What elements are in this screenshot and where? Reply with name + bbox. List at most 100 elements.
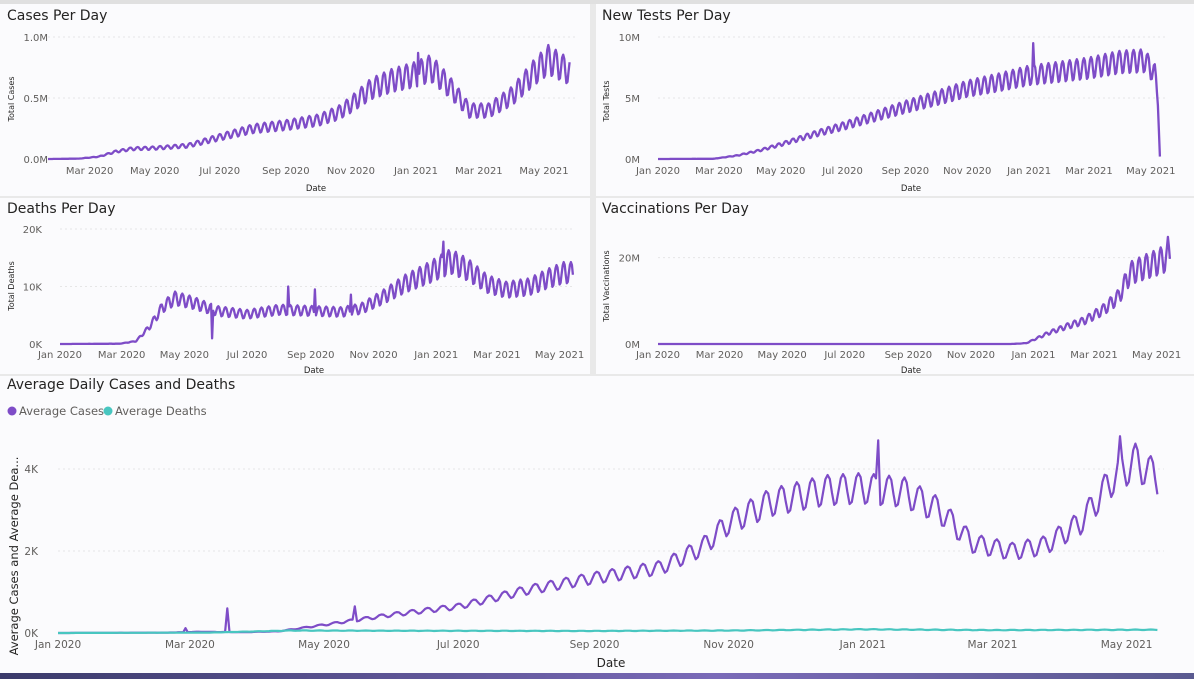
y-tick-label: 0K — [29, 340, 42, 351]
x-tick-label: Jul 2020 — [198, 166, 240, 177]
y-axis-label: Total Cases — [7, 77, 16, 123]
x-tick-label: May 2021 — [1126, 166, 1175, 177]
x-tick-label: May 2020 — [130, 166, 179, 177]
x-tick-label: Sep 2020 — [262, 166, 309, 177]
x-tick-label: May 2021 — [1132, 350, 1181, 361]
x-tick-label: Mar 2021 — [968, 639, 1018, 651]
new-tests-per-day-panel[interactable]: New Tests Per Day 0M 5M 10M Jan 2020 Mar 202… — [596, 4, 1194, 196]
x-tick-label: Mar 2020 — [696, 350, 744, 361]
y-tick-label: 4K — [24, 464, 39, 476]
x-tick-label: Nov 2020 — [703, 639, 754, 651]
series-line-deaths[interactable] — [59, 240, 575, 346]
x-axis-label: Date — [306, 184, 326, 194]
x-tick-label: Jan 2020 — [635, 350, 680, 361]
y-axis-label: Total Deaths — [7, 261, 16, 312]
plot-area: 0M 5M 10M Jan 2020 Mar 2020 May 2020 Jul 2020 S… — [619, 33, 1176, 177]
y-tick-label: 0.0M — [23, 155, 48, 166]
plot-area: 0M 20M Jan 2020 Mar 2020 May 2020 Jul 2020 Sep… — [619, 235, 1181, 361]
vaccinations-per-day-panel[interactable]: Vaccinations Per Day 0M 20M Jan 2020 Mar 20… — [596, 198, 1194, 374]
chart-title: Vaccinations Per Day — [602, 201, 749, 217]
y-tick-label: 1.0M — [23, 33, 48, 44]
series-line-vaccinations[interactable] — [657, 235, 1172, 346]
x-axis-label: Date — [597, 656, 626, 670]
y-tick-label: 5M — [625, 94, 640, 105]
x-tick-label: May 2020 — [298, 639, 350, 651]
x-tick-label: Mar 2021 — [1065, 166, 1113, 177]
x-tick-label: May 2021 — [519, 166, 568, 177]
x-tick-label: May 2020 — [757, 350, 806, 361]
x-tick-label: Jan 2021 — [839, 639, 886, 651]
legend-label-average-deaths[interactable]: Average Deaths — [115, 404, 207, 418]
x-tick-label: Sep 2020 — [885, 350, 932, 361]
x-tick-label: Jul 2020 — [821, 166, 863, 177]
x-tick-label: Jan 2021 — [393, 166, 438, 177]
x-tick-label: Sep 2020 — [570, 639, 620, 651]
x-tick-label: Mar 2020 — [165, 639, 215, 651]
y-tick-label: 20M — [619, 254, 640, 265]
x-tick-label: Sep 2020 — [287, 350, 334, 361]
x-tick-label: Mar 2021 — [455, 166, 503, 177]
y-axis-label: Average Cases and Average Dea... — [7, 457, 21, 656]
y-tick-label: 0.5M — [23, 94, 48, 105]
x-tick-label: Jul 2020 — [226, 350, 268, 361]
x-tick-label: May 2021 — [1101, 639, 1153, 651]
chart-title: Cases Per Day — [7, 8, 107, 24]
deaths-per-day-panel[interactable]: Deaths Per Day 0K 10K 20K Jan 2020 Mar 2020 M… — [0, 198, 590, 374]
x-tick-label: Jan 2020 — [34, 639, 81, 651]
x-tick-label: Nov 2020 — [943, 166, 991, 177]
plot-area: 0K 10K 20K Jan 2020 Mar 2020 May 2020 Jul 2020… — [23, 225, 585, 361]
x-tick-label: Jan 2020 — [635, 166, 680, 177]
x-tick-label: Mar 2021 — [1070, 350, 1118, 361]
cases-per-day-chart: Cases Per Day 0.0M 0.5M 1.0M Mar 2020 May 20… — [7, 8, 576, 194]
cases-per-day-panel[interactable]: Cases Per Day 0.0M 0.5M 1.0M Mar 2020 May 20… — [0, 4, 590, 196]
x-tick-label: Jan 2021 — [1010, 350, 1055, 361]
legend-label-average-cases[interactable]: Average Cases — [19, 404, 104, 418]
x-tick-label: Jul 2020 — [436, 639, 480, 651]
series-line-cases[interactable] — [47, 43, 571, 161]
y-tick-label: 0M — [625, 340, 640, 351]
series-line-average-cases[interactable] — [58, 435, 1159, 635]
x-tick-label: Sep 2020 — [882, 166, 929, 177]
y-tick-label: 0K — [24, 628, 39, 640]
vaccinations-per-day-chart: Vaccinations Per Day 0M 20M Jan 2020 Mar 20… — [602, 201, 1181, 374]
average-daily-panel[interactable]: Average Daily Cases and Deaths Average C… — [0, 376, 1194, 673]
legend-marker-average-cases — [7, 406, 17, 416]
new-tests-per-day-chart: New Tests Per Day 0M 5M 10M Jan 2020 Mar 202… — [602, 8, 1176, 194]
chart-title: New Tests Per Day — [602, 8, 731, 24]
y-tick-label: 10K — [23, 283, 43, 294]
x-tick-label: May 2021 — [535, 350, 584, 361]
x-tick-label: Jan 2020 — [37, 350, 82, 361]
plot-area: 0K 2K 4K Jan 2020 Mar 2020 May 2020 Jul 2020 Se… — [24, 435, 1164, 651]
x-tick-label: May 2020 — [160, 350, 209, 361]
chart-title: Deaths Per Day — [7, 201, 116, 217]
x-tick-label: Nov 2020 — [349, 350, 397, 361]
y-axis-label: Total Tests — [602, 80, 611, 122]
y-tick-label: 20K — [23, 225, 43, 236]
x-tick-label: Nov 2020 — [947, 350, 995, 361]
y-tick-label: 2K — [24, 546, 39, 558]
legend-marker-average-deaths — [103, 406, 113, 416]
x-axis-label: Date — [901, 184, 921, 194]
x-axis-label: Date — [304, 366, 324, 374]
series-line-tests[interactable] — [657, 41, 1162, 161]
x-tick-label: Jan 2021 — [413, 350, 458, 361]
chart-title: Average Daily Cases and Deaths — [7, 377, 235, 393]
x-tick-label: Mar 2020 — [66, 166, 114, 177]
x-tick-label: Mar 2021 — [473, 350, 521, 361]
x-tick-label: Jul 2020 — [823, 350, 865, 361]
x-tick-label: Mar 2020 — [695, 166, 743, 177]
plot-area: 0.0M 0.5M 1.0M Mar 2020 May 2020 Jul 2020 Sep … — [23, 33, 576, 177]
top-edge — [0, 0, 1194, 4]
x-tick-label: May 2020 — [756, 166, 805, 177]
y-tick-label: 10M — [619, 33, 640, 44]
x-tick-label: Nov 2020 — [327, 166, 375, 177]
deaths-per-day-chart: Deaths Per Day 0K 10K 20K Jan 2020 Mar 2020 M… — [7, 201, 585, 374]
x-tick-label: Jan 2021 — [1006, 166, 1051, 177]
series-line-average-deaths[interactable] — [58, 628, 1158, 635]
x-axis-label: Date — [901, 366, 921, 374]
average-daily-chart: Average Daily Cases and Deaths Average C… — [7, 377, 1164, 670]
x-tick-label: Mar 2020 — [98, 350, 146, 361]
legend[interactable]: Average Cases Average Deaths — [7, 404, 207, 418]
y-tick-label: 0M — [625, 155, 640, 166]
bottom-edge — [0, 673, 1194, 679]
